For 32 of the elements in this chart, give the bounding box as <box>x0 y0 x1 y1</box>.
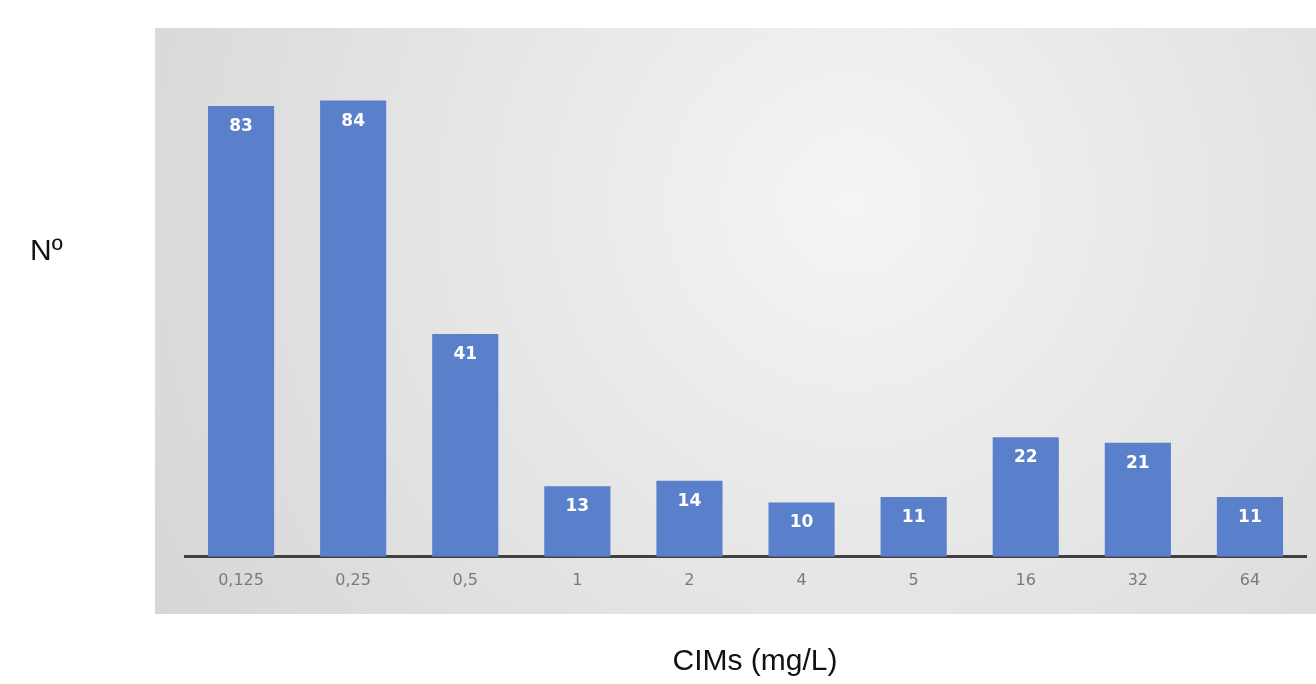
x-tick-label: 2 <box>684 569 695 589</box>
x-tick-label: 0,125 <box>218 569 264 589</box>
bar <box>768 502 835 557</box>
data-label: 22 <box>1013 446 1038 467</box>
bar <box>1104 442 1171 557</box>
data-label: 14 <box>677 489 702 510</box>
bar <box>432 334 499 557</box>
x-tick-label: 4 <box>796 569 807 589</box>
bar <box>207 106 275 557</box>
data-label: 21 <box>1126 451 1150 472</box>
x-tick-label: 32 <box>1127 569 1149 589</box>
bar <box>880 497 947 557</box>
data-label: 11 <box>901 505 926 526</box>
data-label: 13 <box>565 495 590 516</box>
x-tick-label: 16 <box>1015 569 1036 589</box>
bar <box>320 100 387 557</box>
data-label: 41 <box>453 343 478 364</box>
x-tick-label: 64 <box>1239 569 1261 589</box>
bar <box>992 437 1059 557</box>
y-axis-title: Nº <box>30 233 63 267</box>
data-label: 10 <box>789 511 814 532</box>
data-label: 11 <box>1238 505 1262 526</box>
x-tick-label: 1 <box>572 569 583 589</box>
x-tick-label: 5 <box>908 569 919 589</box>
x-tick-label: 0,5 <box>452 569 478 589</box>
bar <box>544 486 611 557</box>
bar <box>656 480 723 557</box>
data-label: 83 <box>229 114 253 135</box>
data-label: 84 <box>341 109 366 130</box>
x-axis-title: CIMs (mg/L) <box>671 643 839 677</box>
x-tick-label: 0,25 <box>335 569 371 589</box>
bar <box>1216 497 1284 557</box>
